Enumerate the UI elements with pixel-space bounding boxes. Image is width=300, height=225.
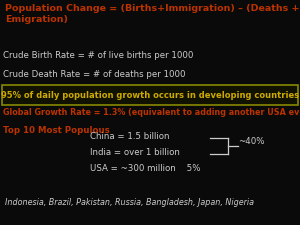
Text: Global Growth Rate = 1.3% (equivalent to adding another USA every 3.6 years): Global Growth Rate = 1.3% (equivalent to… [3,108,300,117]
Text: 95% of daily population growth occurs in developing countries: 95% of daily population growth occurs in… [1,90,299,99]
Text: China = 1.5 billion: China = 1.5 billion [90,132,170,141]
Text: Crude Birth Rate = # of live births per 1000: Crude Birth Rate = # of live births per … [3,51,194,60]
Text: ~40%: ~40% [238,137,265,146]
Text: Crude Death Rate = # of deaths per 1000: Crude Death Rate = # of deaths per 1000 [3,70,185,79]
Text: Population Change = (Births+Immigration) – (Deaths +
Emigration): Population Change = (Births+Immigration)… [5,4,299,25]
Text: India = over 1 billion: India = over 1 billion [90,148,180,157]
Text: Top 10 Most Populous: Top 10 Most Populous [3,126,110,135]
Text: USA = ~300 million    5%: USA = ~300 million 5% [90,164,200,173]
FancyBboxPatch shape [2,85,298,105]
Text: Indonesia, Brazil, Pakistan, Russia, Bangladesh, Japan, Nigeria: Indonesia, Brazil, Pakistan, Russia, Ban… [5,198,254,207]
